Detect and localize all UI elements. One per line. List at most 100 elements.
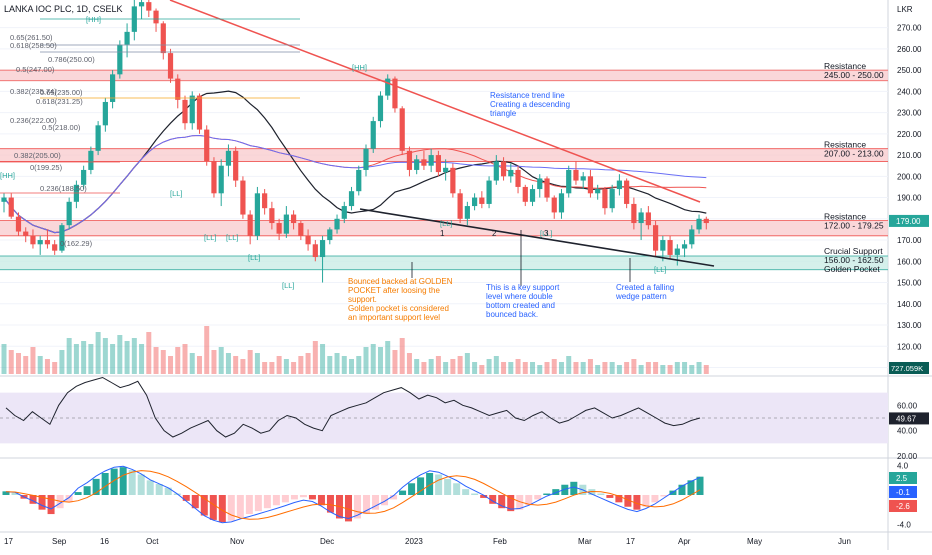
candle-body bbox=[508, 169, 514, 177]
candle-body bbox=[385, 78, 391, 96]
candle-body bbox=[457, 193, 463, 219]
macd-badge bbox=[889, 472, 917, 484]
macd-histogram-bar bbox=[651, 495, 659, 503]
candle-body bbox=[414, 159, 420, 170]
x-tick-label: Mar bbox=[578, 537, 592, 546]
candle-body bbox=[23, 231, 29, 236]
volume-bar bbox=[204, 326, 210, 374]
macd-histogram-bar bbox=[507, 495, 515, 512]
rsi-value: 49.67 bbox=[896, 414, 917, 423]
volume-bar bbox=[276, 356, 282, 374]
candle-body bbox=[298, 223, 304, 236]
candle-body bbox=[44, 240, 51, 245]
zone-range: 207.00 - 213.00 bbox=[824, 149, 884, 159]
candle-body bbox=[269, 208, 275, 224]
candle-body bbox=[182, 99, 188, 124]
macd-histogram-bar bbox=[534, 495, 542, 500]
candle-body bbox=[233, 150, 239, 181]
x-tick-label: Jun bbox=[838, 537, 851, 546]
macd-histogram-bar bbox=[29, 495, 37, 504]
volume-bar bbox=[247, 350, 253, 374]
volume-bar bbox=[443, 362, 449, 374]
candle-body bbox=[544, 178, 550, 198]
candle-body bbox=[696, 218, 702, 230]
volume-bar bbox=[168, 356, 174, 374]
volume-bar bbox=[254, 353, 260, 374]
y-tick-label: 130.00 bbox=[897, 321, 922, 330]
macd-histogram-bar bbox=[462, 489, 470, 495]
candle-body bbox=[392, 78, 398, 109]
candle-body bbox=[587, 176, 594, 194]
macd-histogram-bar bbox=[281, 495, 289, 503]
annotation-text: triangle bbox=[490, 109, 517, 118]
candle-body bbox=[334, 218, 340, 230]
pattern-point-label: 2 bbox=[492, 229, 497, 238]
macd-histogram-bar bbox=[11, 492, 19, 495]
macd-histogram-bar bbox=[444, 478, 452, 495]
macd-histogram-bar bbox=[435, 474, 443, 495]
volume-bar bbox=[667, 365, 673, 374]
macd-histogram-bar bbox=[74, 492, 82, 495]
annotation-text: level where double bbox=[486, 292, 553, 301]
fib-level-label: 0(162.29) bbox=[60, 239, 93, 248]
candle-body bbox=[204, 129, 210, 162]
macd-histogram-bar bbox=[597, 493, 605, 495]
candle-label: [LL] bbox=[654, 265, 667, 274]
volume-bar bbox=[233, 356, 239, 374]
annotation-text: Golden pocket is considered bbox=[348, 304, 449, 313]
candle-body bbox=[645, 212, 651, 226]
macd-histogram-bar bbox=[182, 495, 190, 501]
candle-body bbox=[37, 240, 43, 245]
candle-body bbox=[399, 108, 405, 151]
candle-body bbox=[327, 229, 333, 241]
candle-body bbox=[356, 169, 362, 192]
volume-bar bbox=[616, 365, 622, 374]
candle-body bbox=[146, 2, 152, 11]
macd-histogram-bar bbox=[525, 495, 533, 506]
volume-bar bbox=[682, 362, 688, 374]
volume-bar bbox=[124, 341, 130, 374]
annotation-text: POCKET after loosing the bbox=[348, 286, 440, 295]
rsi-line bbox=[5, 376, 701, 438]
x-tick-label: 2023 bbox=[405, 537, 423, 546]
volume-bar bbox=[501, 362, 507, 374]
volume-bar bbox=[117, 335, 123, 374]
macd-histogram-bar bbox=[254, 495, 262, 512]
volume-bar bbox=[334, 353, 340, 374]
y-tick-label: 120.00 bbox=[897, 342, 922, 351]
volume-bar bbox=[450, 359, 456, 374]
macd-histogram-bar bbox=[480, 495, 488, 498]
macd-histogram-bar bbox=[308, 495, 316, 500]
macd-histogram-bar bbox=[200, 495, 208, 516]
zone-label: Resistance bbox=[824, 140, 866, 150]
x-tick-label: Dec bbox=[320, 537, 334, 546]
candle-body bbox=[616, 180, 622, 190]
candle-body bbox=[283, 214, 289, 234]
volume-bar bbox=[175, 347, 181, 374]
candle-body bbox=[196, 95, 203, 130]
macd-histogram-bar bbox=[498, 495, 506, 509]
candle-body bbox=[653, 225, 659, 251]
macd-histogram-bar bbox=[390, 495, 398, 500]
candle-body bbox=[124, 31, 130, 45]
volume-bar bbox=[479, 365, 485, 374]
macd-histogram-bar bbox=[615, 495, 623, 503]
macd-histogram-bar bbox=[489, 495, 497, 504]
macd-histogram-bar bbox=[92, 478, 100, 495]
volume-bar bbox=[153, 347, 159, 374]
fib-level-label: 0(199.25) bbox=[30, 163, 63, 172]
macd-histogram-bar bbox=[687, 480, 695, 495]
y-tick-label: 210.00 bbox=[897, 151, 922, 160]
candle-body bbox=[319, 240, 326, 258]
macd-value: -2.6 bbox=[896, 502, 910, 511]
macd-histogram-bar bbox=[516, 495, 524, 510]
moving-average-line bbox=[3, 134, 707, 234]
y-tick-label: 200.00 bbox=[897, 172, 922, 181]
candle-body bbox=[110, 74, 116, 102]
candle-body bbox=[276, 223, 282, 234]
candle-body bbox=[573, 169, 579, 181]
candle-body bbox=[515, 169, 521, 187]
zone-label: Resistance bbox=[824, 211, 866, 221]
